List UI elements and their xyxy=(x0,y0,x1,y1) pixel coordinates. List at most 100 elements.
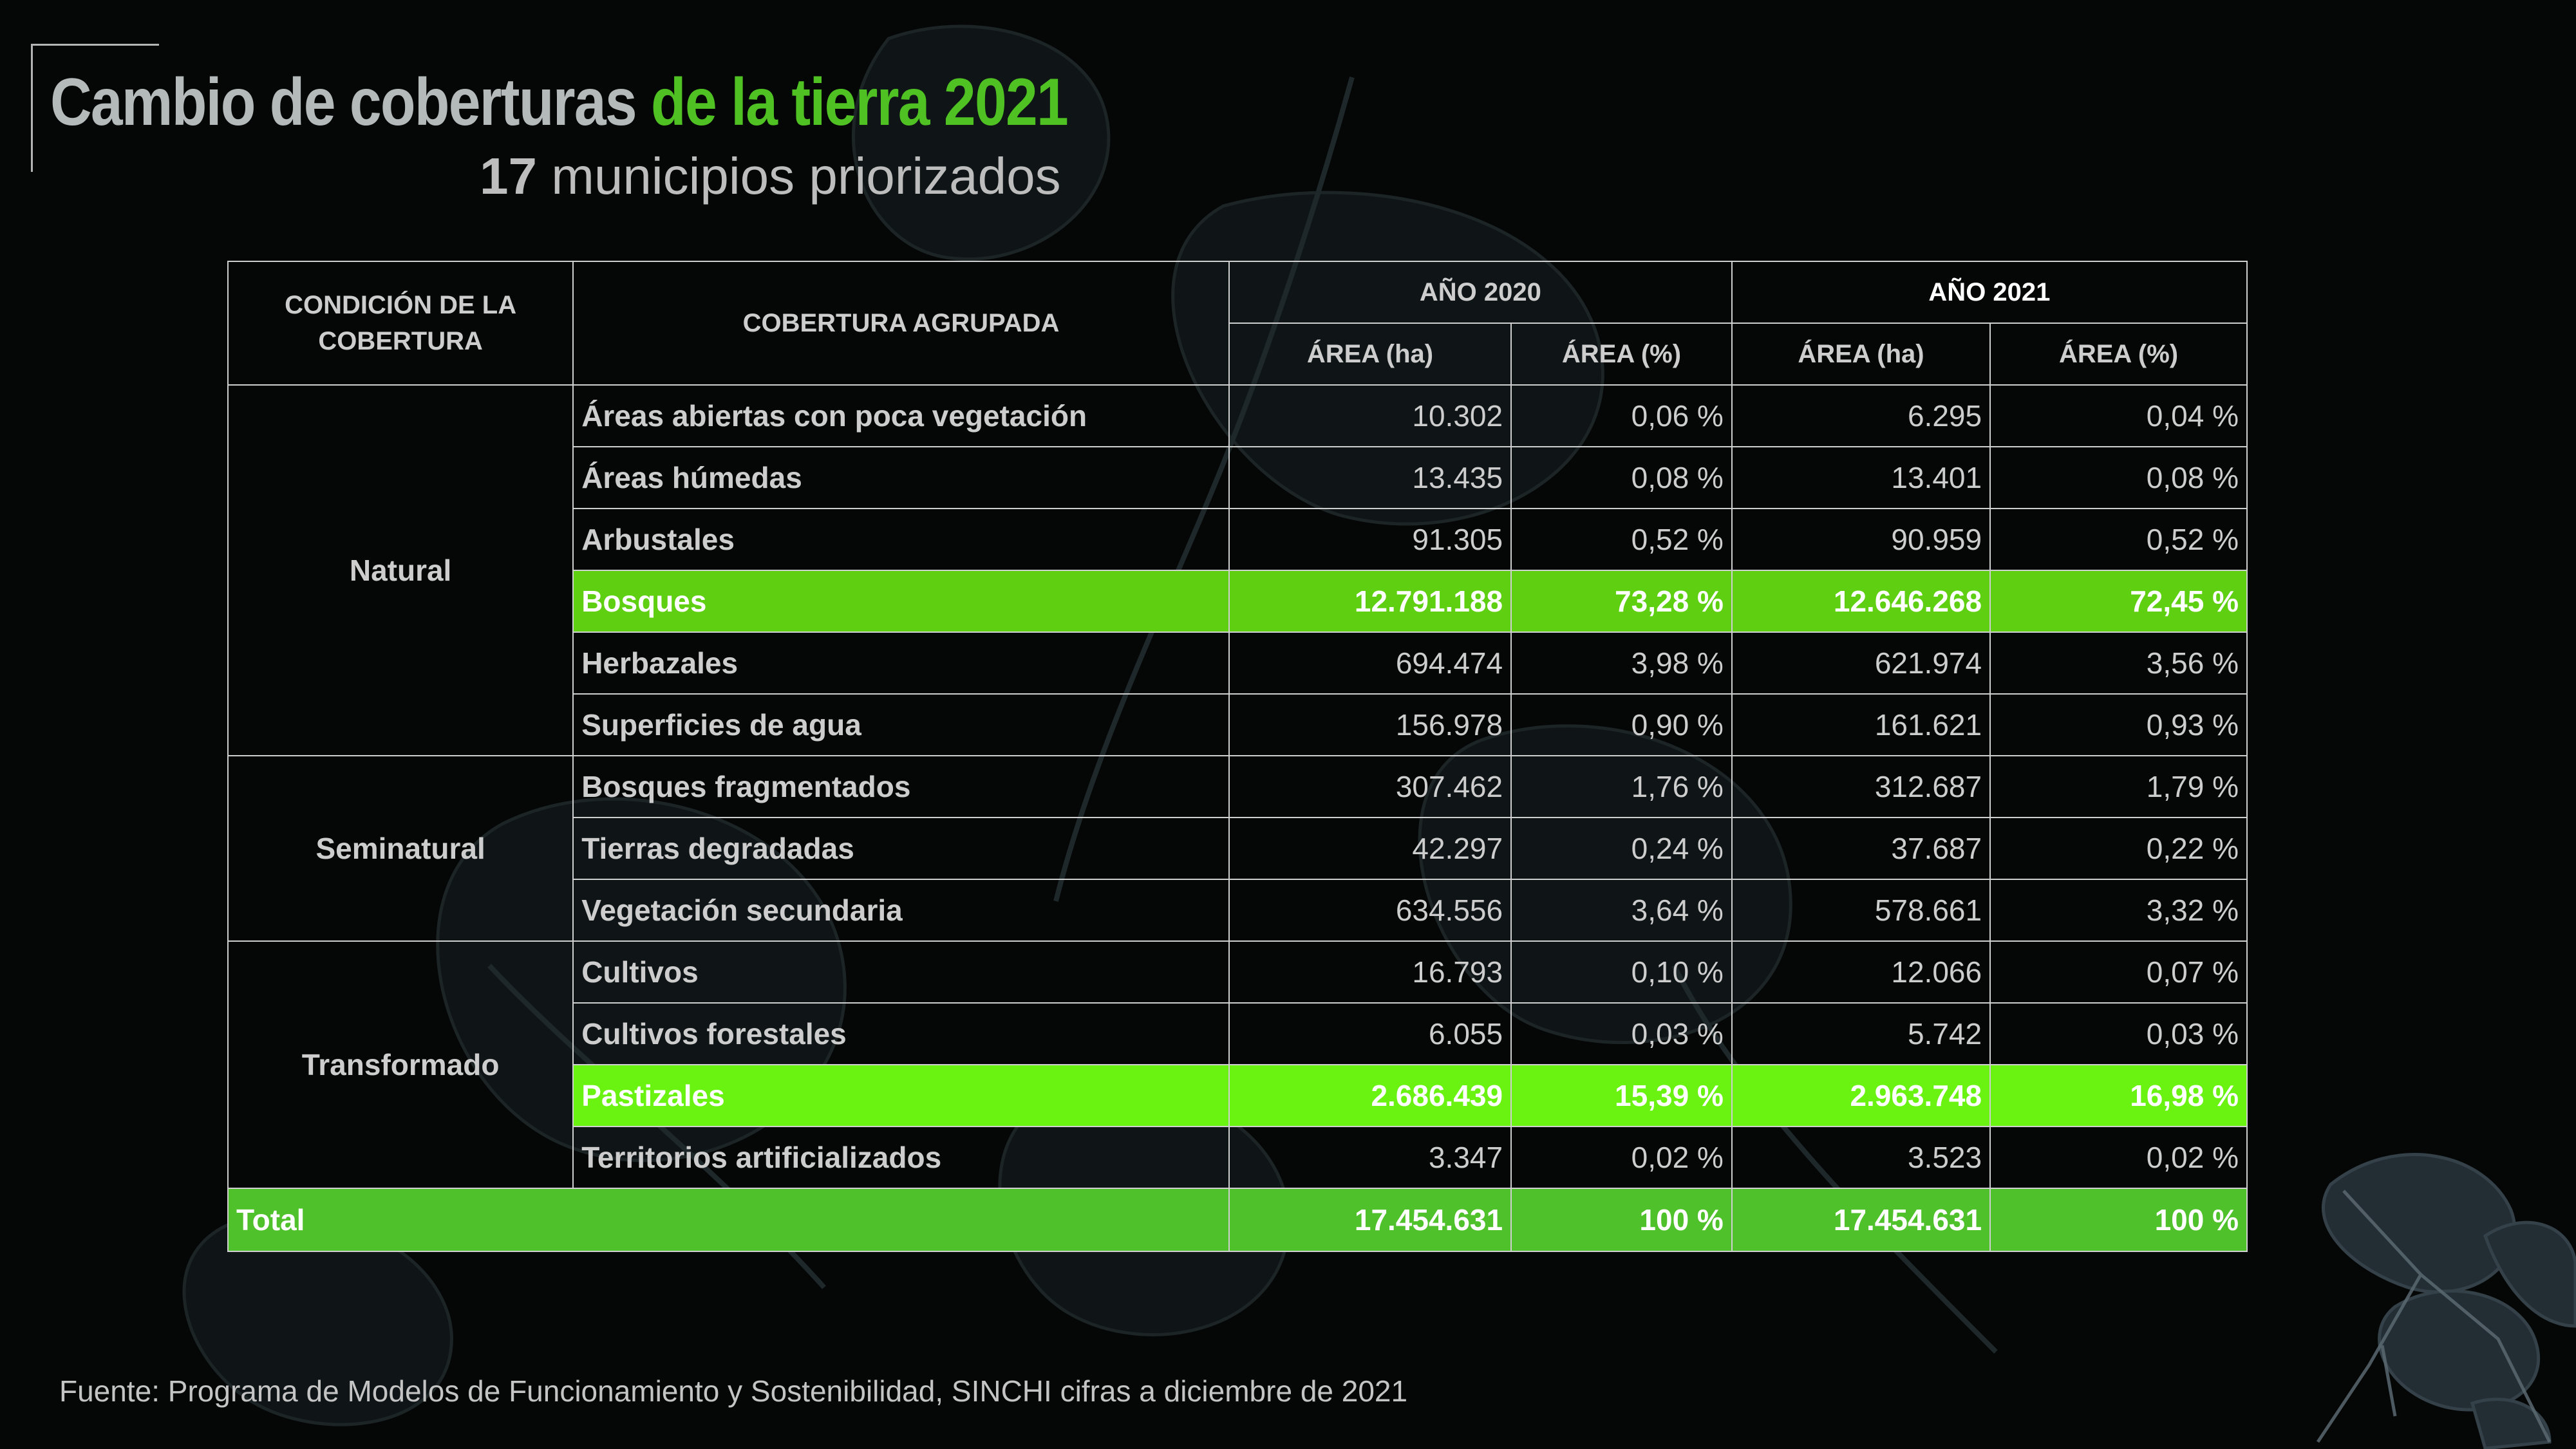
header-year-2021: AÑO 2021 xyxy=(1731,261,2248,324)
group-transformado: Transformado xyxy=(227,940,574,1189)
area-ha-2021-cell: 12.066 xyxy=(1731,940,1991,1004)
area-pct-2021-cell: 0,03 % xyxy=(1989,1002,2248,1065)
table-row: Seminatural Bosques fragmentados 307.462… xyxy=(227,755,2248,942)
area-ha-2021-cell: 2.963.748 xyxy=(1731,1064,1991,1127)
area-pct-2021-cell: 0,52 % xyxy=(1989,508,2248,571)
area-pct-2020-cell: 0,02 % xyxy=(1510,1126,1733,1189)
area-ha-2020-cell: 12.791.188 xyxy=(1228,570,1512,633)
area-ha-2021-cell: 3.523 xyxy=(1731,1126,1991,1189)
table-total-row: Total 17.454.631 100 % 17.454.631 100 % xyxy=(227,1188,2248,1252)
area-ha-2020-cell: 91.305 xyxy=(1228,508,1512,571)
table-row-highlighted: Bosques 12.791.188 73,28 % 12.646.268 72… xyxy=(228,570,2248,633)
table-row: Territorios artificializados 3.347 0,02 … xyxy=(228,1126,2248,1189)
area-ha-2021-cell: 312.687 xyxy=(1731,755,1991,818)
area-pct-2020-cell: 15,39 % xyxy=(1510,1064,1733,1127)
area-ha-2021-cell: 5.742 xyxy=(1731,1002,1991,1065)
area-ha-2020-cell: 10.302 xyxy=(1228,384,1512,447)
cobertura-cell: Cultivos forestales xyxy=(572,1002,1230,1065)
title-part-1: Cambio de coberturas xyxy=(50,65,652,140)
area-pct-2020-cell: 0,03 % xyxy=(1510,1002,1733,1065)
cobertura-cell: Vegetación secundaria xyxy=(572,879,1230,942)
area-ha-2021-cell: 12.646.268 xyxy=(1731,570,1991,633)
area-pct-2021-cell: 3,32 % xyxy=(1989,879,2248,942)
header-area-pct-2021: ÁREA (%) xyxy=(1989,323,2248,386)
table-row: Natural Áreas abiertas con poca vegetaci… xyxy=(227,384,2248,756)
table-row-highlighted: Pastizales 2.686.439 15,39 % 2.963.748 1… xyxy=(228,1064,2248,1127)
area-pct-2020-cell: 0,24 % xyxy=(1510,817,1733,880)
area-ha-2021-cell: 161.621 xyxy=(1731,693,1991,756)
group-natural: Natural xyxy=(227,384,574,756)
land-cover-table: CONDICIÓN DE LA COBERTURA COBERTURA AGRU… xyxy=(227,261,2248,1252)
table-row: Superficies de agua 156.978 0,90 % 161.6… xyxy=(228,693,2248,756)
group-seminatural: Seminatural xyxy=(227,755,574,942)
area-ha-2020-cell: 634.556 xyxy=(1228,879,1512,942)
cobertura-cell: Herbazales xyxy=(572,631,1230,695)
area-ha-2020-cell: 156.978 xyxy=(1228,693,1512,756)
cobertura-cell: Áreas húmedas xyxy=(572,446,1230,509)
area-pct-2020-cell: 0,06 % xyxy=(1510,384,1733,447)
area-pct-2021-cell: 72,45 % xyxy=(1989,570,2248,633)
area-pct-2020-cell: 3,98 % xyxy=(1510,631,1733,695)
area-ha-2021-cell: 578.661 xyxy=(1731,879,1991,942)
table-row: Áreas húmedas 13.435 0,08 % 13.401 0,08 … xyxy=(228,446,2248,509)
total-pct-2021: 100 % xyxy=(1989,1188,2248,1252)
area-ha-2020-cell: 42.297 xyxy=(1228,817,1512,880)
cobertura-cell: Arbustales xyxy=(572,508,1230,571)
area-pct-2020-cell: 0,10 % xyxy=(1510,940,1733,1004)
area-ha-2020-cell: 6.055 xyxy=(1228,1002,1512,1065)
total-pct-2020: 100 % xyxy=(1510,1188,1733,1252)
table-row: Cultivos forestales 6.055 0,03 % 5.742 0… xyxy=(228,1002,2248,1065)
area-pct-2021-cell: 0,02 % xyxy=(1989,1126,2248,1189)
cobertura-cell: Superficies de agua xyxy=(572,693,1230,756)
area-pct-2021-cell: 0,07 % xyxy=(1989,940,2248,1004)
area-pct-2021-cell: 3,56 % xyxy=(1989,631,2248,695)
header-area-pct-2020: ÁREA (%) xyxy=(1510,323,1733,386)
total-ha-2021: 17.454.631 xyxy=(1731,1188,1991,1252)
area-ha-2020-cell: 694.474 xyxy=(1228,631,1512,695)
area-ha-2021-cell: 90.959 xyxy=(1731,508,1991,571)
table-row: Arbustales 91.305 0,52 % 90.959 0,52 % xyxy=(228,508,2248,571)
page-title: Cambio de coberturas de la tierra 2021 xyxy=(50,64,1069,141)
area-pct-2021-cell: 0,04 % xyxy=(1989,384,2248,447)
area-pct-2021-cell: 0,08 % xyxy=(1989,446,2248,509)
header-condicion: CONDICIÓN DE LA COBERTURA xyxy=(227,261,574,386)
subtitle-number: 17 xyxy=(480,147,537,205)
area-ha-2020-cell: 307.462 xyxy=(1228,755,1512,818)
area-pct-2020-cell: 73,28 % xyxy=(1510,570,1733,633)
table-row: Vegetación secundaria 634.556 3,64 % 578… xyxy=(228,879,2248,942)
area-ha-2021-cell: 37.687 xyxy=(1731,817,1991,880)
table-row: Herbazales 694.474 3,98 % 621.974 3,56 % xyxy=(228,631,2248,695)
area-pct-2021-cell: 16,98 % xyxy=(1989,1064,2248,1127)
area-pct-2020-cell: 0,52 % xyxy=(1510,508,1733,571)
cobertura-cell: Cultivos xyxy=(572,940,1230,1004)
header-area-ha-2020: ÁREA (ha) xyxy=(1228,323,1512,386)
total-label: Total xyxy=(227,1188,1230,1252)
area-ha-2020-cell: 2.686.439 xyxy=(1228,1064,1512,1127)
area-ha-2021-cell: 6.295 xyxy=(1731,384,1991,447)
header-cobertura: COBERTURA AGRUPADA xyxy=(572,261,1230,386)
cobertura-cell: Bosques xyxy=(572,570,1230,633)
area-pct-2020-cell: 0,08 % xyxy=(1510,446,1733,509)
cobertura-cell: Áreas abiertas con poca vegetación xyxy=(572,384,1230,447)
page-subtitle: 17 municipios priorizados xyxy=(480,147,1061,206)
source-note: Fuente: Programa de Modelos de Funcionam… xyxy=(59,1374,1408,1408)
area-pct-2020-cell: 3,64 % xyxy=(1510,879,1733,942)
area-ha-2021-cell: 621.974 xyxy=(1731,631,1991,695)
area-ha-2020-cell: 3.347 xyxy=(1228,1126,1512,1189)
cobertura-cell: Pastizales xyxy=(572,1064,1230,1127)
area-pct-2021-cell: 0,93 % xyxy=(1989,693,2248,756)
cobertura-cell: Tierras degradadas xyxy=(572,817,1230,880)
area-ha-2021-cell: 13.401 xyxy=(1731,446,1991,509)
cobertura-cell: Bosques fragmentados xyxy=(572,755,1230,818)
corner-bracket-decoration xyxy=(31,44,159,172)
subtitle-text: municipios priorizados xyxy=(536,147,1061,205)
title-part-2: de la tierra 2021 xyxy=(651,65,1069,140)
header-year-2020: AÑO 2020 xyxy=(1228,261,1733,324)
cobertura-cell: Territorios artificializados xyxy=(572,1126,1230,1189)
header-area-ha-2021: ÁREA (ha) xyxy=(1731,323,1991,386)
area-pct-2021-cell: 0,22 % xyxy=(1989,817,2248,880)
area-pct-2020-cell: 1,76 % xyxy=(1510,755,1733,818)
area-ha-2020-cell: 13.435 xyxy=(1228,446,1512,509)
table-row: Tierras degradadas 42.297 0,24 % 37.687 … xyxy=(228,817,2248,880)
area-ha-2020-cell: 16.793 xyxy=(1228,940,1512,1004)
